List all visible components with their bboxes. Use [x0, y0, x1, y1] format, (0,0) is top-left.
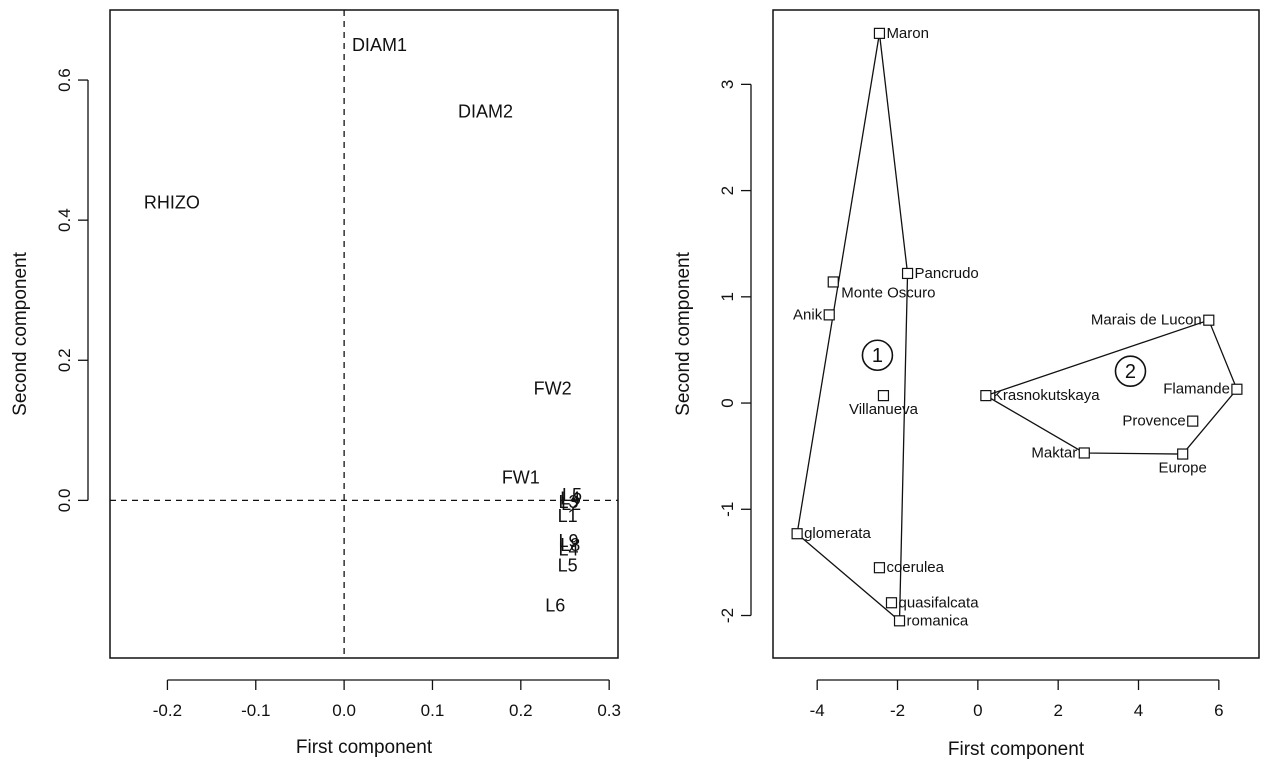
- cultivar-marker: [873, 562, 886, 574]
- y-tick-label: 0.0: [55, 489, 74, 513]
- variable-label: L6: [545, 595, 565, 615]
- variable-label: L5: [562, 485, 582, 505]
- cultivar-marker: [1203, 314, 1215, 326]
- variable-label: L4: [560, 488, 580, 508]
- cultivar-marker: [1177, 448, 1189, 460]
- x-tick-label: 4: [1134, 701, 1143, 720]
- group-number-circle: [1114, 355, 1147, 387]
- cultivar-label: Marais de Lucon: [1091, 312, 1202, 329]
- cultivar-label: coerulea: [886, 559, 944, 576]
- variable-label: L4: [559, 539, 579, 559]
- x-axis-label: First component: [948, 739, 1085, 760]
- x-tick-label: 2: [1053, 701, 1062, 720]
- group-number-circle: [861, 339, 894, 372]
- cultivar-label: Pancrudo: [915, 265, 979, 282]
- y-tick-label: 0.4: [55, 208, 74, 232]
- cultivar-label: Monte Oscuro: [841, 284, 935, 301]
- cultivar-label: quasifalcata: [898, 594, 979, 611]
- variable-label: L3: [559, 492, 579, 512]
- y-tick-label: 2: [718, 186, 737, 195]
- y-tick-label: -1: [718, 502, 737, 517]
- y-axis-label: Second component: [673, 251, 694, 415]
- variable-label: L9: [559, 531, 579, 551]
- x-tick-label: 6: [1214, 701, 1223, 720]
- x-axis: -4 -2 0 2 4 6: [810, 679, 1224, 720]
- y-axis-label: Second component: [10, 251, 31, 415]
- cultivar-label: Flamande: [1163, 381, 1230, 398]
- y-tick-label: 0.2: [55, 348, 74, 372]
- y-tick-label: 0.6: [55, 68, 74, 92]
- cultivar-label: Krasnokutskaya: [993, 387, 1100, 404]
- cultivar-marker: [791, 528, 803, 540]
- cultivar-marker: [1231, 383, 1243, 395]
- variable-label: RHIZO: [144, 193, 200, 213]
- cultivar-marker: [901, 267, 914, 280]
- y-axis: -2 -1 0 1 2 3: [718, 80, 752, 623]
- cultivar-marker: [1078, 447, 1090, 459]
- x-tick-label: -0.1: [241, 701, 270, 720]
- variable-labels: DIAM1DIAM2RHIZOFW2FW1L5L4L3L2L1L9L8L4L5L…: [144, 35, 582, 615]
- x-tick-label: 0: [973, 701, 982, 720]
- x-axis: -0.2 -0.1 0.0 0.1 0.2 0.3: [153, 679, 621, 720]
- y-axis: 0.0 0.2 0.4 0.6: [55, 68, 89, 513]
- cultivar-marker: [873, 27, 886, 39]
- plot-frame: [772, 9, 1260, 659]
- variable-label: DIAM1: [352, 35, 407, 55]
- variable-label: L8: [560, 535, 580, 555]
- cultivar-marker: [980, 390, 992, 402]
- x-tick-label: -4: [810, 701, 825, 720]
- plot-frame: [109, 9, 619, 659]
- y-tick-label: 0: [718, 398, 737, 407]
- x-tick-label: 0.1: [421, 701, 445, 720]
- cultivar-label: Anik: [793, 306, 823, 323]
- variable-label: FW2: [534, 378, 572, 398]
- x-tick-label: 0.3: [597, 701, 621, 720]
- cultivar-marker: [827, 276, 839, 288]
- cultivar-label: Maron: [886, 25, 929, 42]
- y-tick-label: 1: [718, 292, 737, 301]
- cultivar-label: Villanueva: [849, 401, 919, 418]
- x-tick-label: -0.2: [153, 701, 182, 720]
- cultivar-label: romanica: [907, 612, 969, 629]
- group-number: 1: [872, 345, 883, 367]
- cultivar-marker: [885, 597, 898, 609]
- cultivar-marker: [893, 615, 906, 627]
- variable-label: L1: [558, 506, 578, 526]
- cultivar-label: Maktar: [1031, 444, 1077, 461]
- y-tick-label: 3: [718, 80, 737, 89]
- variable-label: L2: [561, 494, 581, 514]
- y-tick-label: -2: [718, 608, 737, 623]
- cultivar-label: Europe: [1158, 460, 1206, 477]
- cultivar-marker: [823, 309, 835, 321]
- cultivar-label: glomerata: [804, 525, 871, 542]
- cultivar-marker: [877, 390, 890, 402]
- group-markers: 12: [861, 339, 1147, 387]
- x-tick-label: -2: [890, 701, 905, 720]
- variable-label: DIAM2: [458, 102, 513, 122]
- group-number: 2: [1125, 361, 1136, 383]
- x-tick-label: 0.0: [332, 701, 356, 720]
- x-axis-label: First component: [296, 737, 433, 758]
- x-tick-label: 0.2: [509, 701, 533, 720]
- variable-label: L5: [558, 556, 578, 576]
- cultivar-label: Provence: [1122, 413, 1185, 430]
- group-hull: [984, 319, 1238, 455]
- loadings-panel: -0.2 -0.1 0.0 0.1 0.2 0.3 0.0 0.2 0.4 0.6 DIAM1 D…: [10, 9, 621, 758]
- variable-label: FW1: [502, 467, 540, 487]
- cultivar-marker: [1187, 415, 1199, 427]
- cultivar-points: Maron Pancrudo Monte Oscuro Anik Villanueva g…: [791, 25, 1243, 629]
